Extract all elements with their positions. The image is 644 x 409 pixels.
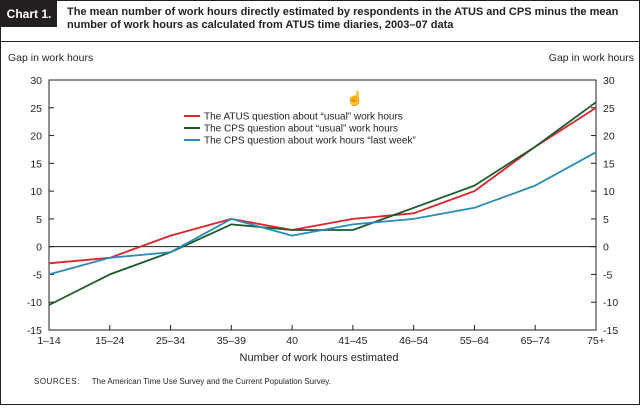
chart-title: The mean number of work hours directly e… [67, 6, 619, 31]
y-tick-label-right: 5 [603, 214, 609, 226]
x-tick-label: 55–64 [460, 335, 489, 347]
y-tick-label-left: 20 [30, 131, 42, 143]
x-tick-label: 65–74 [521, 335, 550, 347]
x-tick-label: 75+ [587, 335, 605, 347]
y-tick-label-left: 0 [36, 242, 42, 254]
x-tick-label: 35–39 [217, 335, 246, 347]
y-tick-label-left: 15 [30, 158, 42, 170]
x-tick-label: 15–24 [95, 335, 124, 347]
x-tick-label: 41–45 [338, 335, 367, 347]
y-tick-label-left: -15 [27, 325, 42, 337]
y-tick-label-right: 30 [603, 75, 615, 87]
legend-label-3: The CPS question about work hours “last … [204, 136, 416, 147]
x-tick-label: 25–34 [156, 335, 185, 347]
y-tick-label-left: -10 [27, 297, 42, 309]
x-axis-label: Number of work hours estimated [239, 352, 399, 364]
y-tick-label-right: 20 [603, 131, 615, 143]
y-axis-label-right: Gap in work hours [548, 52, 634, 64]
y-tick-label-right: 15 [603, 158, 615, 170]
legend-label-2: The CPS question about “usual” work hour… [204, 124, 398, 135]
chart-header: Chart 1. The mean number of work hours d… [1, 1, 639, 42]
legend-label-1: The ATUS question about “usual” work hou… [204, 112, 403, 123]
series-line-1 [48, 107, 597, 265]
series-line-3 [48, 151, 597, 276]
source-note: SOURCES: The American Time Use Survey and… [34, 377, 331, 386]
plot-area-border [48, 79, 597, 331]
x-tick-label: 46–54 [399, 335, 428, 347]
x-tick-label: 1–14 [37, 335, 61, 347]
y-tick-label-right: -15 [603, 325, 618, 337]
source-text: The American Time Use Survey and the Cur… [91, 377, 331, 386]
y-tick-label-left: 10 [30, 186, 42, 198]
y-tick-label-left: -5 [33, 269, 42, 281]
y-tick-label-right: 0 [603, 242, 609, 254]
y-tick-label-left: 25 [30, 103, 42, 115]
source-label: SOURCES: [34, 377, 80, 386]
y-tick-label-right: 25 [603, 103, 615, 115]
y-tick-label-right: -5 [603, 269, 612, 281]
hand-cursor-icon: ☝ [346, 90, 364, 106]
x-tick-label: 40 [286, 335, 298, 347]
y-tick-label-left: 5 [36, 214, 42, 226]
y-tick-label-right: -10 [603, 297, 618, 309]
chart-number-tag: Chart 1. [1, 1, 57, 27]
y-tick-label-right: 10 [603, 186, 615, 198]
y-tick-label-left: 30 [30, 75, 42, 87]
y-axis-label-left: Gap in work hours [8, 52, 94, 64]
